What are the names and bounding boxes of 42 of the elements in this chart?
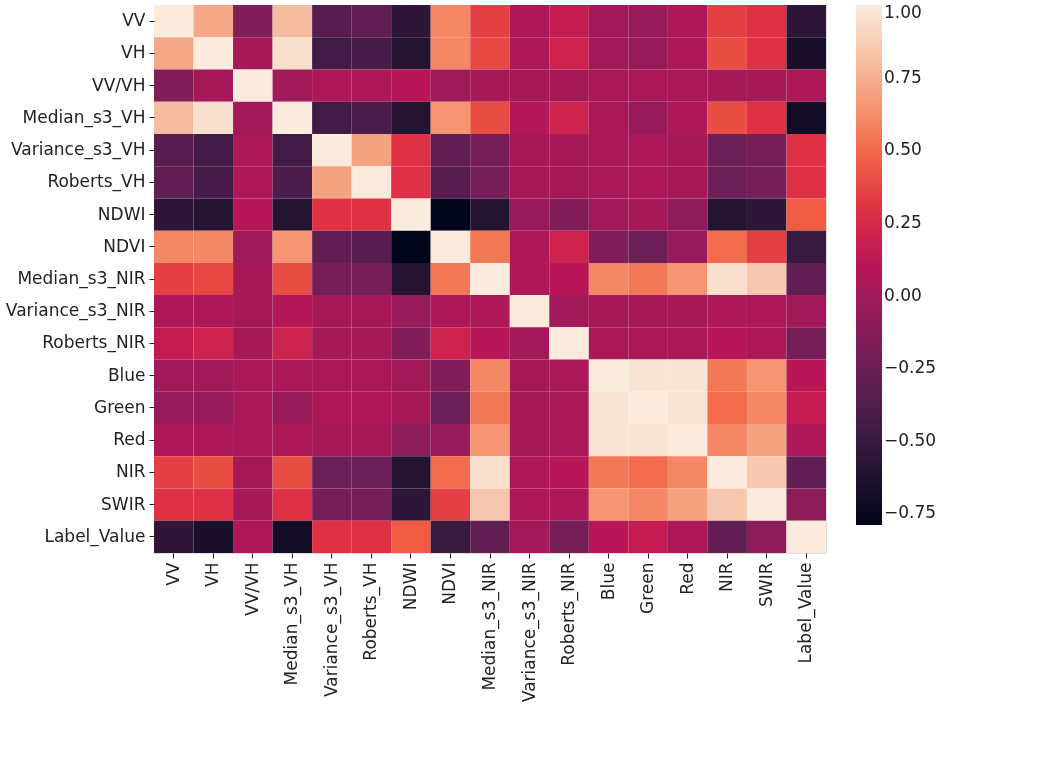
y-tick-label: Median_s3_VH xyxy=(22,106,146,128)
y-tick-label: SWIR xyxy=(101,493,146,514)
x-tick-label: Roberts_VH xyxy=(360,562,382,661)
y-tick-label: Roberts_VH xyxy=(47,171,146,193)
y-tick-label: Green xyxy=(94,396,146,417)
x-tick-label: Red xyxy=(676,562,697,595)
x-tick-label: VV xyxy=(162,562,183,586)
y-tick-label: NDWI xyxy=(97,203,146,224)
color-bar-label: −0.25 xyxy=(884,357,937,378)
y-tick-label: NDVI xyxy=(103,235,146,256)
color-bar-label: 0.25 xyxy=(884,211,922,232)
x-tick-label: NDVI xyxy=(439,562,460,605)
x-tick-label: Variance_s3_VH xyxy=(320,562,342,698)
x-tick-label: Blue xyxy=(597,562,618,601)
color-bar-label: 0.75 xyxy=(884,66,922,87)
y-tick-label: Red xyxy=(113,429,146,450)
x-tick-label: SWIR xyxy=(755,562,776,607)
color-bar-label: 1.00 xyxy=(884,2,922,22)
color-bar-label: −0.75 xyxy=(884,502,937,523)
x-tick-label: Roberts_NIR xyxy=(558,562,580,666)
y-tick-label: Label_Value xyxy=(44,525,146,547)
y-tick-label: NIR xyxy=(115,461,146,482)
x-tick-label: VV/VH xyxy=(241,562,262,616)
x-tick-label: NIR xyxy=(716,562,737,593)
x-tick-label: Label_Value xyxy=(795,562,817,664)
x-tick-label: VH xyxy=(202,562,223,587)
y-tick-label: VV/VH xyxy=(92,74,146,95)
y-tick-label: Variance_s3_NIR xyxy=(5,300,146,322)
y-tick-label: Median_s3_NIR xyxy=(17,268,146,289)
x-tick-label: Median_s3_VH xyxy=(281,562,303,686)
y-tick-label: VV xyxy=(122,10,146,31)
color-bar-label: 0.00 xyxy=(884,284,922,305)
y-tick-label: Roberts_NIR xyxy=(42,332,146,354)
x-tick-label: NDWI xyxy=(399,562,420,611)
color-bar-label: 0.50 xyxy=(884,139,922,160)
x-tick-label: Green xyxy=(637,562,658,614)
color-bar-label: −0.50 xyxy=(884,429,937,450)
y-tick-label: Variance_s3_VH xyxy=(10,139,146,161)
x-tick-label: Variance_s3_NIR xyxy=(518,562,540,703)
y-tick-label: Blue xyxy=(107,364,146,385)
y-tick-label: VH xyxy=(121,42,146,63)
x-tick-label: Median_s3_NIR xyxy=(479,562,500,691)
